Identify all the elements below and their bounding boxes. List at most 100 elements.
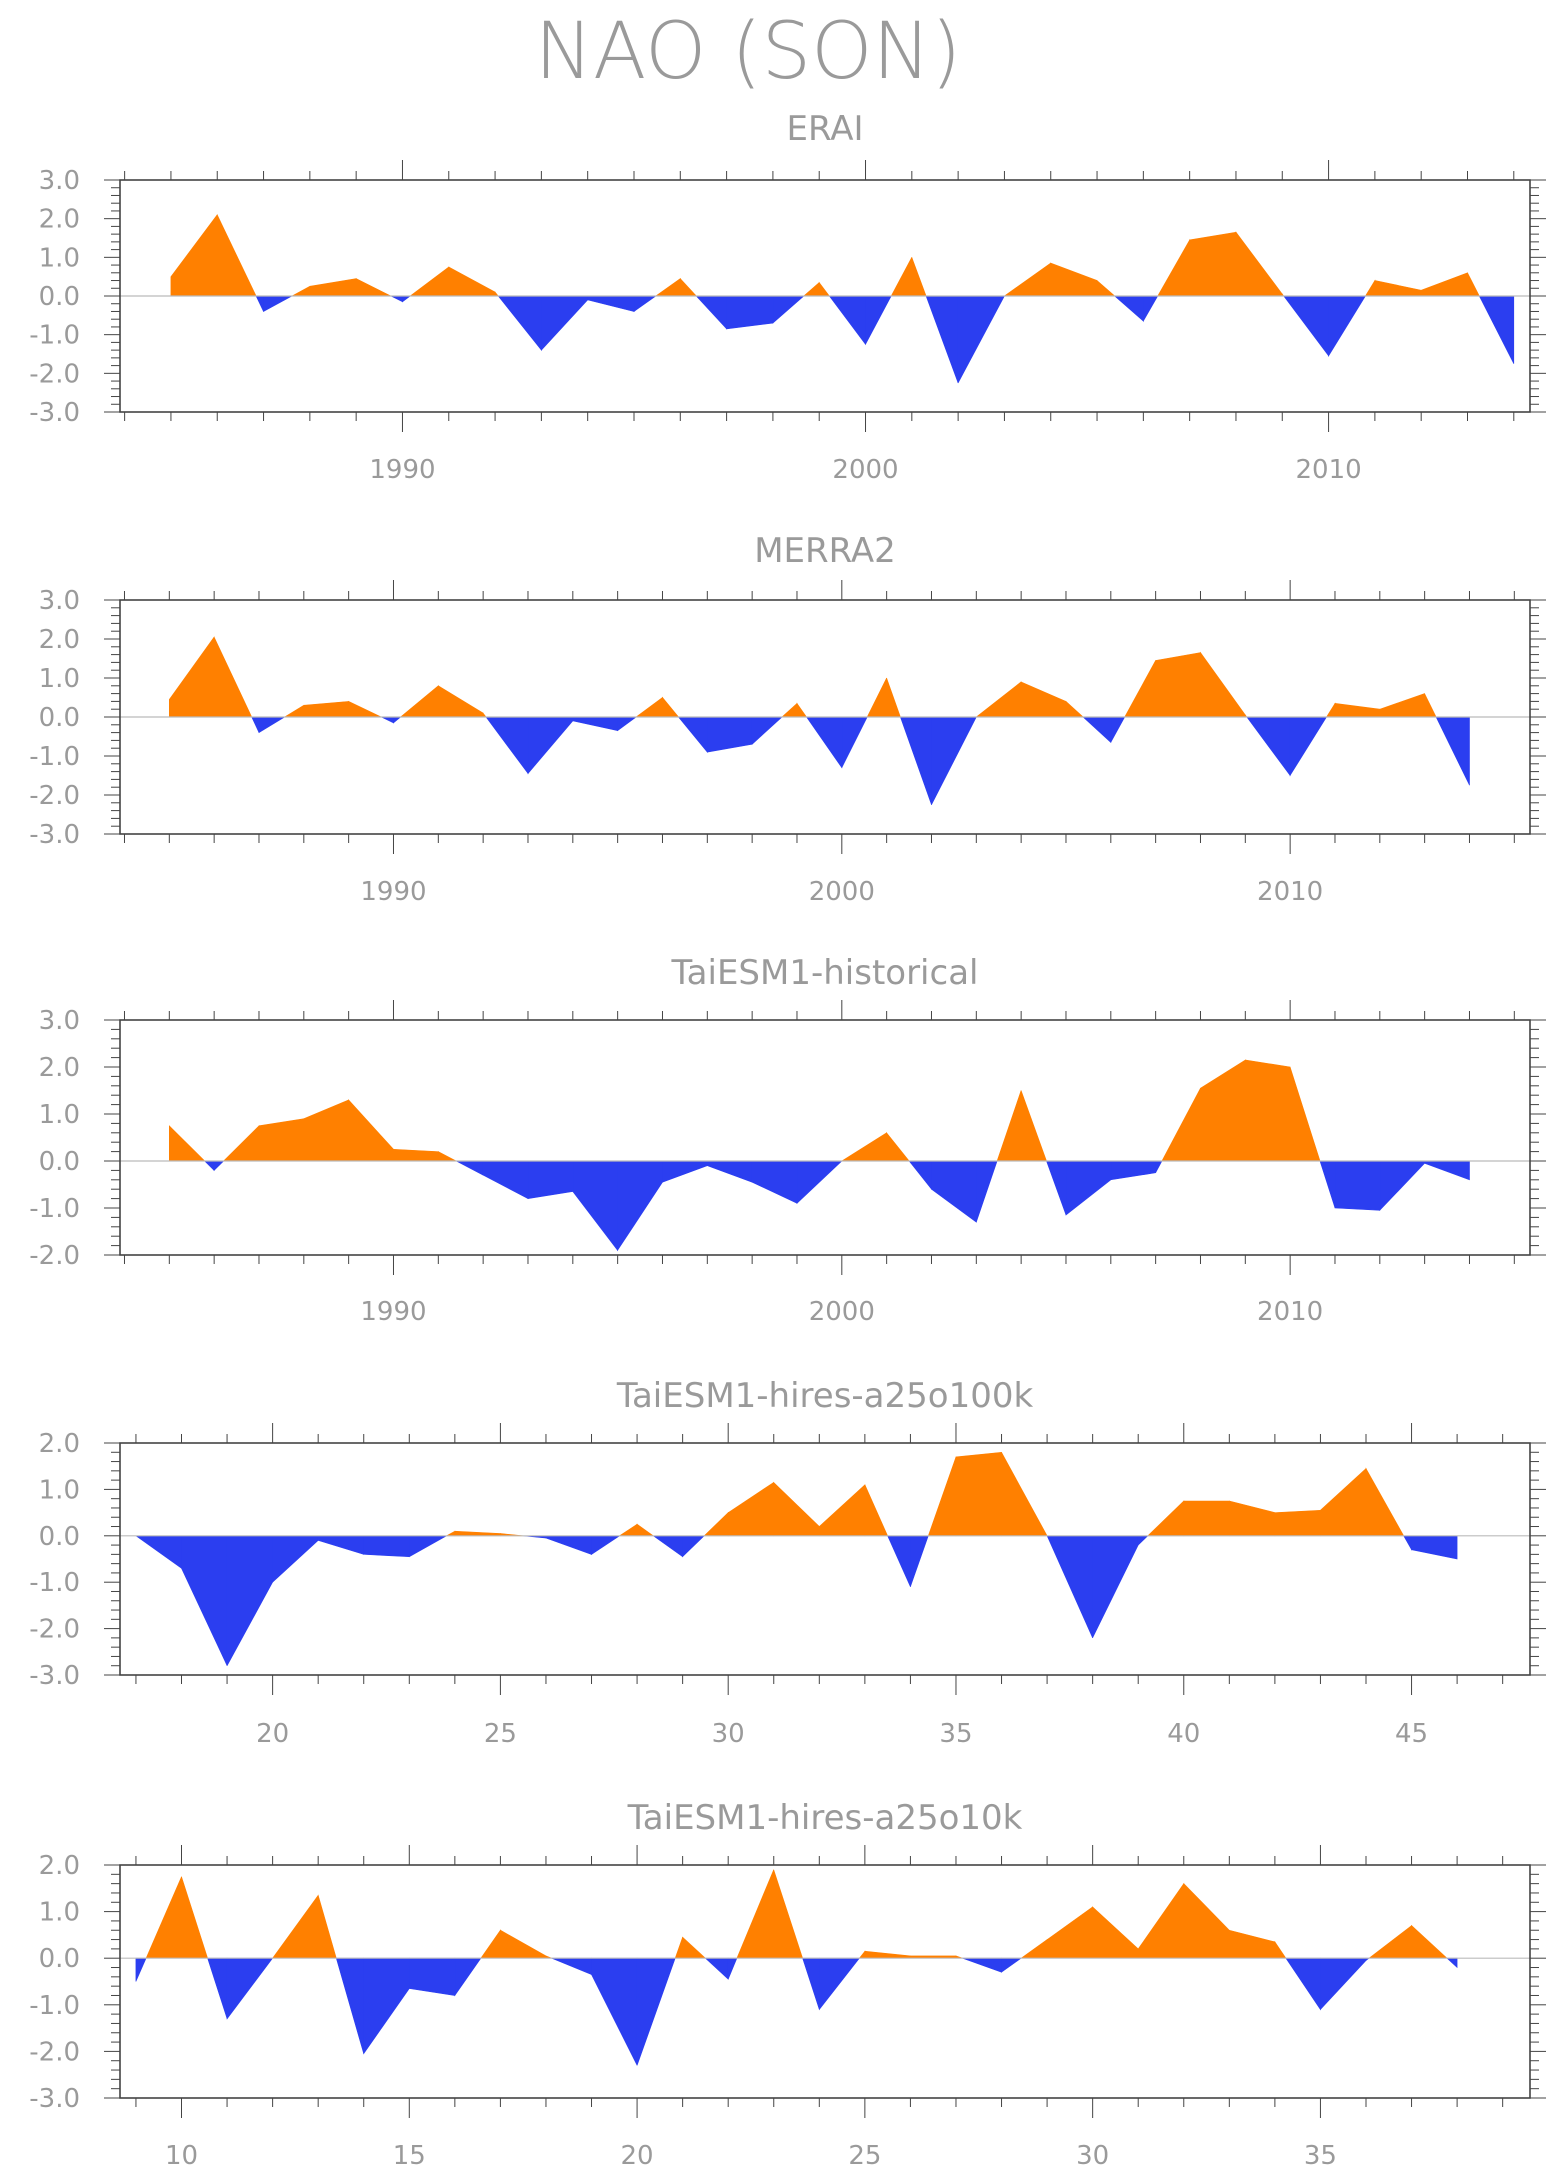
negative-area <box>751 716 783 745</box>
y-tick-label: -2.0 <box>29 781 80 811</box>
negative-area <box>617 1160 663 1252</box>
positive-area <box>773 1481 820 1537</box>
positive-area <box>213 636 253 718</box>
positive-area <box>1001 1452 1048 1537</box>
x-tick-label: 40 <box>1167 1719 1200 1749</box>
positive-area <box>309 278 357 297</box>
y-tick-label: -3.0 <box>29 398 80 428</box>
positive-area <box>773 1869 804 1959</box>
negative-area <box>1137 1535 1149 1546</box>
positive-area <box>818 281 830 297</box>
positive-area <box>682 1936 707 1959</box>
y-tick-label: -1.0 <box>29 321 80 351</box>
positive-area <box>1065 700 1084 718</box>
negative-area <box>1403 1535 1412 1551</box>
negative-area <box>485 716 529 775</box>
x-tick-label: 2010 <box>1257 1297 1323 1327</box>
positive-area <box>840 1132 887 1162</box>
negative-area <box>1283 295 1329 357</box>
positive-area <box>864 1484 889 1537</box>
negative-area <box>695 295 727 330</box>
negative-area <box>335 1957 365 2054</box>
negative-area <box>545 1535 592 1555</box>
negative-area <box>1285 1957 1321 2011</box>
negative-area <box>1446 1957 1458 1969</box>
negative-area <box>633 295 657 313</box>
negative-area <box>454 1957 482 1997</box>
negative-area <box>1334 1160 1381 1211</box>
y-tick-label: 1.0 <box>39 1475 80 1505</box>
y-tick-label: 2.0 <box>39 1851 80 1881</box>
negative-area <box>805 716 843 769</box>
positive-area <box>662 696 680 718</box>
negative-area <box>931 1160 977 1223</box>
positive-area <box>781 702 798 718</box>
panel-title: TaiESM1-hires-a25o10k <box>627 1798 1023 1838</box>
negative-area <box>1092 1535 1139 1639</box>
y-tick-label: 0.0 <box>39 282 80 312</box>
negative-area <box>706 1160 753 1183</box>
positive-area <box>169 1125 206 1162</box>
y-tick-label: 0.0 <box>39 1944 80 1974</box>
y-tick-label: 0.0 <box>39 1147 80 1177</box>
negative-area <box>1478 295 1515 364</box>
negative-area <box>317 1535 365 1555</box>
positive-area <box>1046 1906 1093 1959</box>
x-tick-label: 2000 <box>809 877 875 907</box>
negative-area <box>677 716 708 753</box>
negative-area <box>910 1535 929 1587</box>
panel-title: TaiESM1-historical <box>671 953 979 993</box>
positive-area <box>866 677 887 718</box>
positive-area <box>1411 1924 1448 1959</box>
negative-area <box>1328 295 1366 357</box>
positive-area <box>454 1530 501 1537</box>
positive-area <box>1245 1059 1291 1162</box>
negative-area <box>1319 1160 1336 1209</box>
positive-area <box>886 1131 910 1162</box>
negative-area <box>213 1160 225 1172</box>
negative-area <box>258 716 286 734</box>
negative-area <box>1065 1160 1112 1216</box>
negative-area <box>203 1160 215 1172</box>
y-tick-label: -3.0 <box>29 820 80 850</box>
negative-area <box>925 295 959 384</box>
negative-area <box>497 295 542 351</box>
negative-area <box>1110 1160 1156 1181</box>
positive-area <box>1374 280 1422 297</box>
negative-area <box>134 1535 182 1569</box>
negative-area <box>704 1957 729 1980</box>
x-tick-label: 2000 <box>809 1297 875 1327</box>
positive-area <box>145 1876 182 1959</box>
y-tick-label: 2.0 <box>39 205 80 235</box>
positive-area <box>1147 1500 1185 1537</box>
x-tick-label: 2010 <box>1257 877 1323 907</box>
positive-area <box>1189 231 1237 297</box>
panel-taiesm1-hires-a25o10k: TaiESM1-hires-a25o10k -3.0 -2.0 -1.0 0.0 1.0… <box>29 1798 1546 2171</box>
negative-area <box>390 295 403 303</box>
positive-area <box>1020 681 1067 718</box>
y-tick-label: -3.0 <box>29 2084 80 2114</box>
negative-area <box>572 716 618 731</box>
positive-area <box>890 257 913 297</box>
positive-area <box>911 257 927 297</box>
positive-area <box>303 1099 349 1162</box>
positive-area <box>803 281 820 297</box>
positive-area <box>181 1876 209 1959</box>
negative-area <box>408 1535 448 1558</box>
panel-merra2: MERRA2 -3.0 -2.0 -1.0 0.0 1.0 2.0 3.0 1990 2000 2… <box>29 531 1546 907</box>
negative-area <box>207 1957 228 2019</box>
positive-area <box>703 1511 729 1537</box>
positive-area <box>393 1148 439 1162</box>
positive-area <box>1050 262 1098 297</box>
y-tick-label: 3.0 <box>39 586 80 616</box>
positive-area <box>1274 1509 1321 1537</box>
negative-area <box>381 716 394 724</box>
y-tick-label: 2.0 <box>39 1429 80 1459</box>
positive-area <box>317 1895 337 1959</box>
positive-area <box>1235 231 1283 297</box>
y-tick-label: -2.0 <box>29 1241 80 1271</box>
positive-area <box>996 1090 1022 1162</box>
positive-area <box>1161 1088 1201 1162</box>
negative-area <box>931 716 977 805</box>
positive-area <box>480 1929 501 1959</box>
